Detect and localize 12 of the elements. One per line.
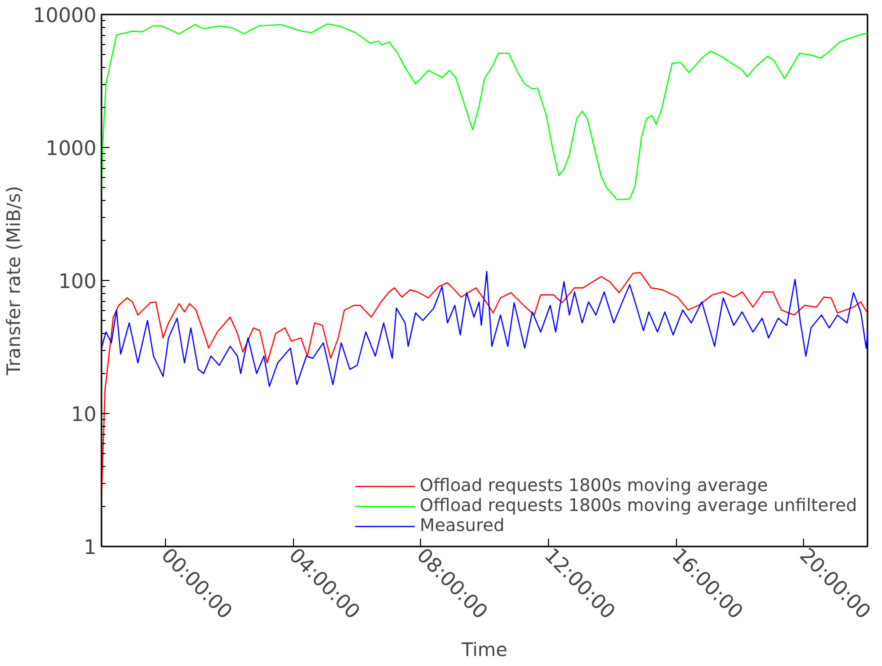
- x-axis-title: Time: [460, 640, 508, 661]
- legend-label: Measured: [420, 516, 504, 536]
- y-tick-label: 100: [58, 269, 97, 293]
- y-axis-title: Transfer rate (MiB/s): [4, 186, 25, 376]
- y-tick-label: 10: [71, 402, 97, 426]
- legend-label: Offload requests 1800s moving average unfiltered: [420, 496, 857, 516]
- y-tick-label: 10000: [32, 3, 96, 27]
- y-tick-label: 1: [84, 535, 97, 559]
- y-tick-label: 1000: [46, 136, 97, 160]
- legend-label: Offload requests 1800s moving average: [420, 476, 768, 496]
- line-series: [102, 270, 868, 387]
- line-series: [102, 23, 868, 200]
